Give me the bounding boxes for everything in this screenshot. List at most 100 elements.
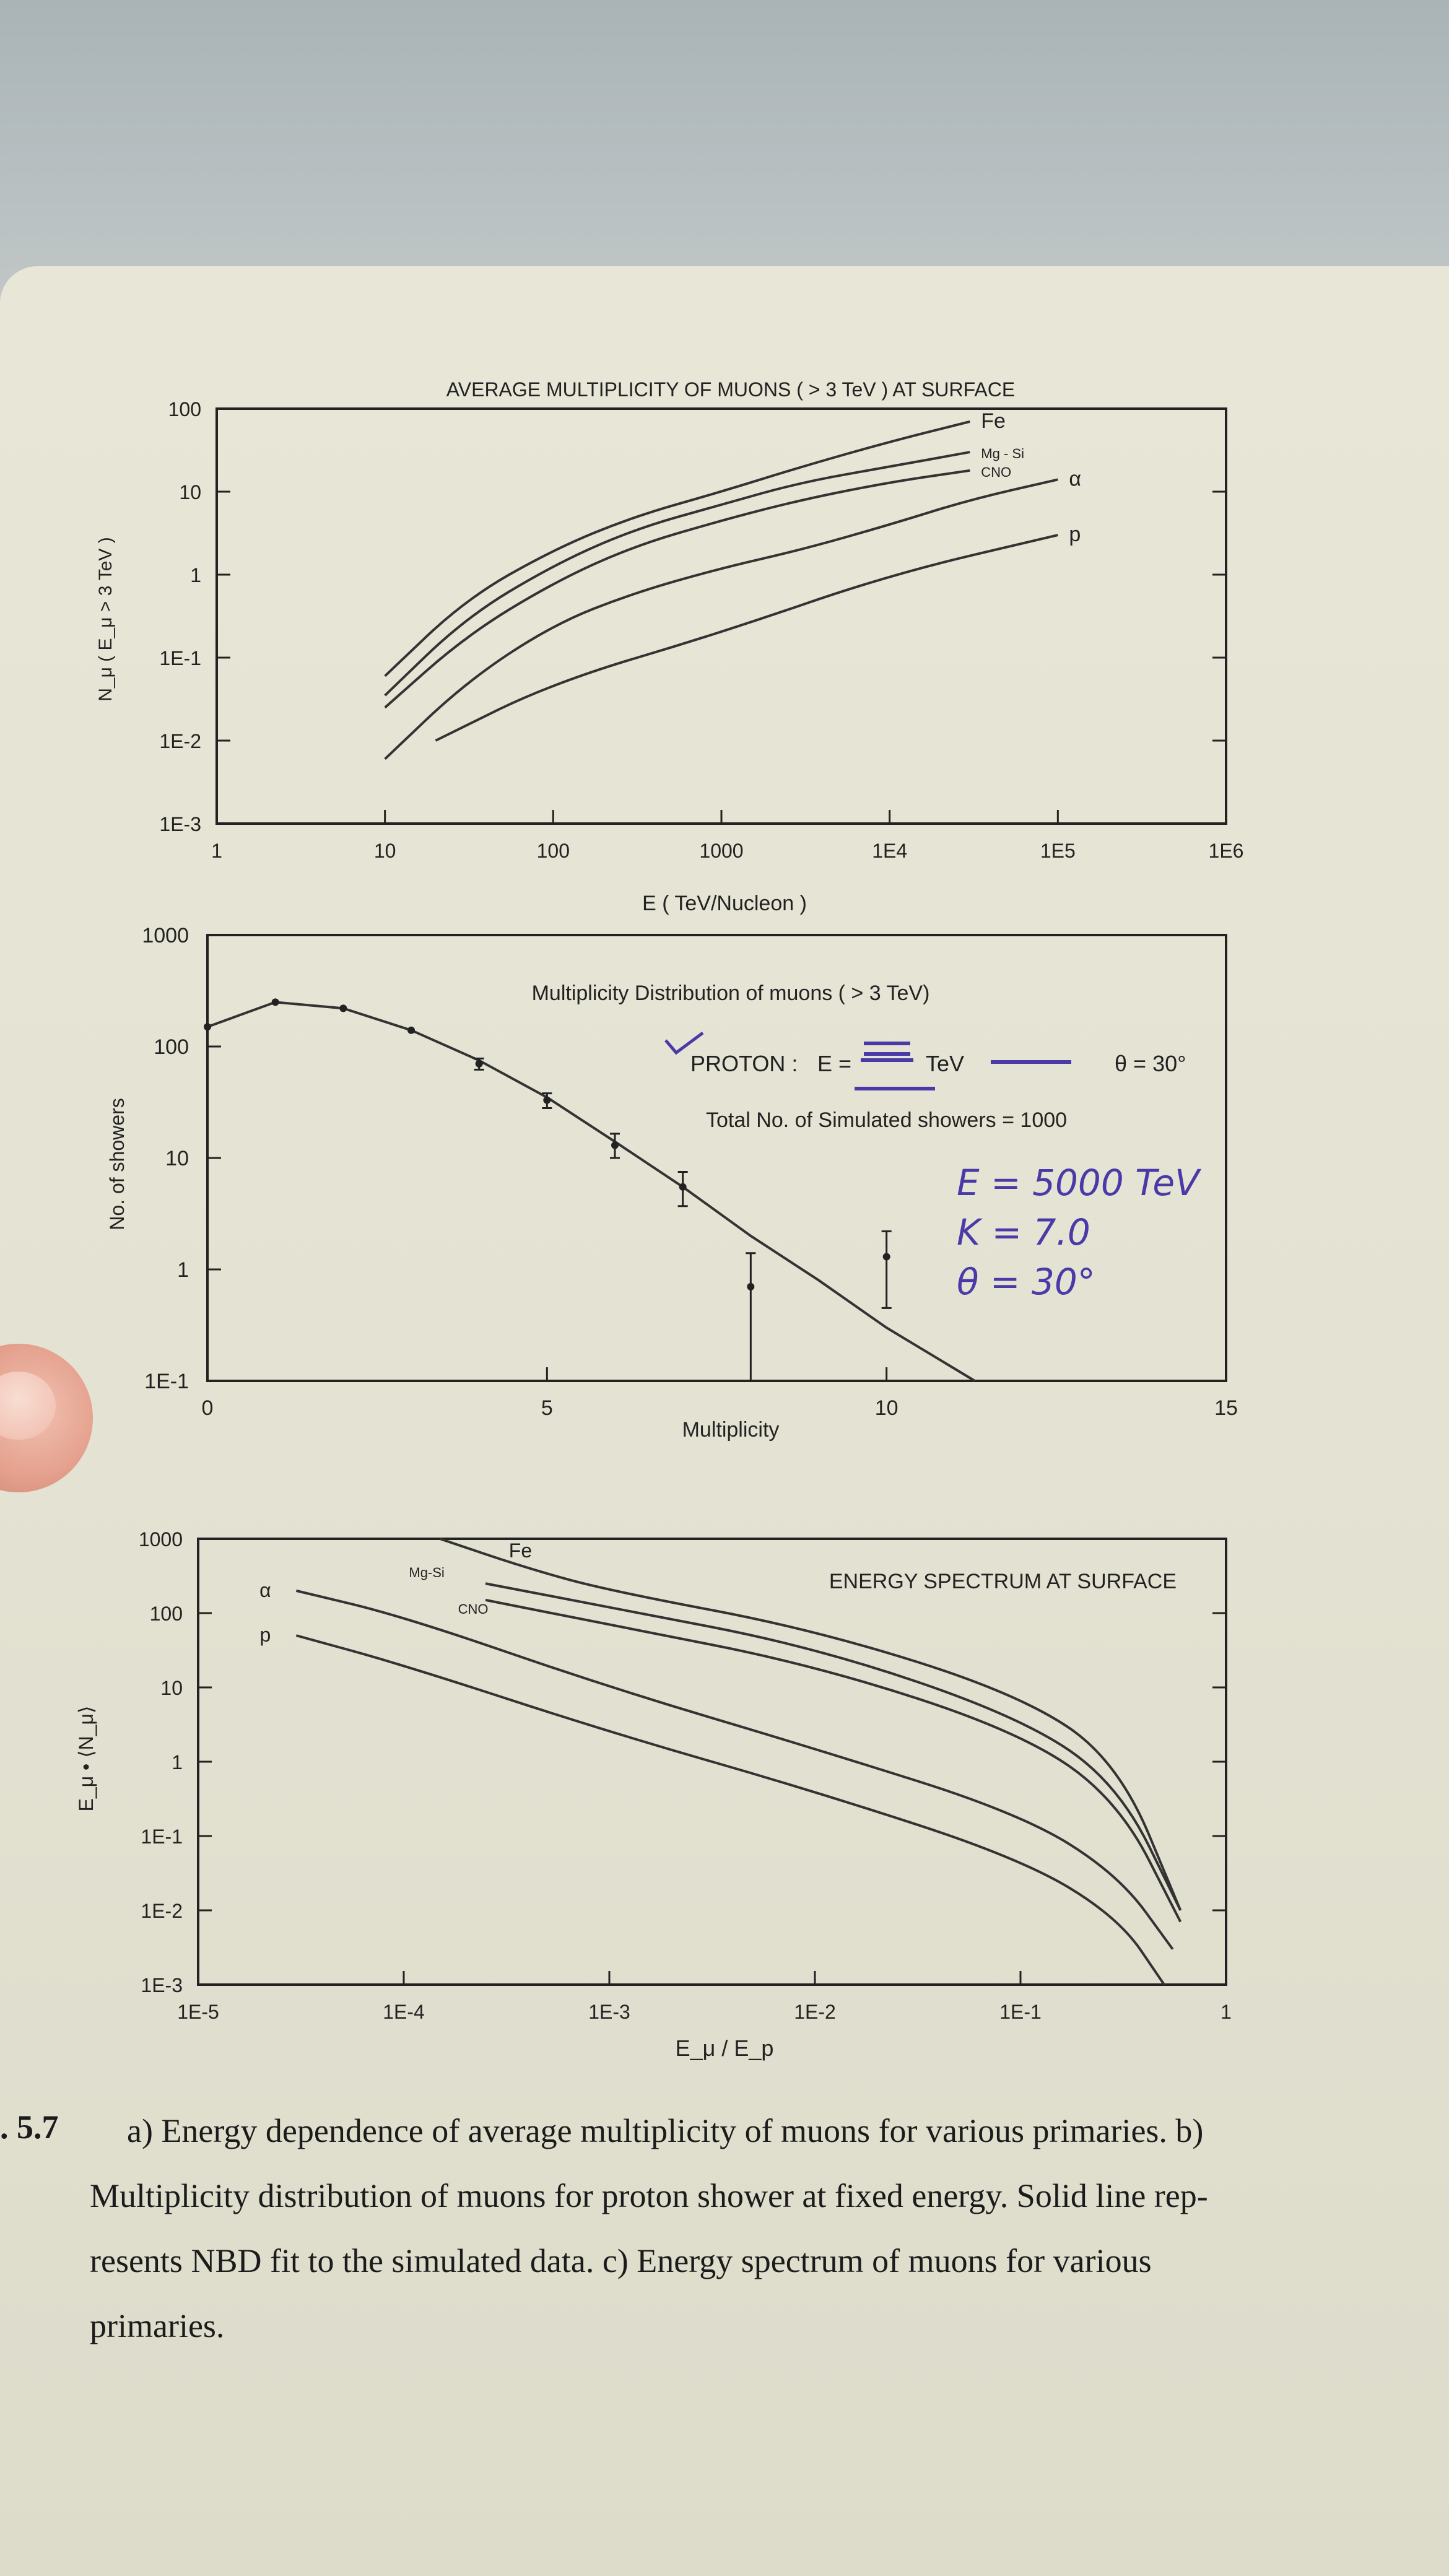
series-label: α — [259, 1579, 271, 1601]
series-curves: Fe Mg - Si CNO α p — [384, 409, 1081, 760]
x-tick-label: 1 — [1221, 2001, 1232, 2023]
y-tick-label: 1E-1 — [159, 647, 201, 669]
theta-label: θ = 30° — [1115, 1051, 1186, 1076]
axis-ticks: 0 5 10 15 1E-1 1 10 100 1000 — [142, 924, 1238, 1420]
caption-line: Multiplicity distribution of muons for p… — [90, 2177, 1208, 2214]
data-point — [747, 1282, 755, 1290]
check-mark — [664, 1031, 704, 1055]
caption-line: a) Energy dependence of average multipli… — [127, 2112, 1204, 2149]
data-point — [611, 1141, 619, 1149]
y-tick-label: 100 — [154, 1035, 189, 1059]
x-tick-label: 1E6 — [1209, 840, 1244, 862]
x-tick-label: 1E-4 — [383, 2001, 425, 2023]
y-tick-label: 10 — [165, 1147, 189, 1170]
x-tick-label: 100 — [537, 840, 570, 862]
nbd-fit-line — [207, 1001, 976, 1382]
y-tick-label: 1E-1 — [141, 1825, 183, 1848]
caption-line: primaries. — [90, 2307, 225, 2344]
x-tick-label: 1E-1 — [999, 2001, 1042, 2023]
handwritten-energy: E = 5000 TeV — [957, 1162, 1202, 1204]
series-line — [384, 451, 970, 697]
y-tick-label: 1E-3 — [141, 1974, 183, 1996]
series-line — [485, 1598, 1182, 1923]
data-point — [271, 998, 279, 1006]
y-tick-label: 1E-2 — [141, 1900, 183, 1922]
book-page — [0, 266, 1449, 2576]
y-tick-label: 10 — [160, 1677, 183, 1699]
x-tick-label: 10 — [875, 1396, 899, 1420]
x-tick-label: 15 — [1214, 1396, 1238, 1420]
y-tick-label: 1 — [190, 564, 201, 586]
y-tick-label: 1E-3 — [159, 813, 201, 835]
series-line — [384, 420, 970, 677]
y-tick-label: 1 — [177, 1258, 189, 1282]
series-line — [485, 1582, 1182, 1911]
axis-ticks: 1E-5 1E-4 1E-3 1E-2 1E-1 1 1E-3 1E-2 1E-1 1 10 100 1… — [139, 1528, 1232, 2023]
series-label: p — [260, 1624, 271, 1646]
chart-title: AVERAGE MULTIPLICITY OF MUONS ( > 3 TeV … — [446, 378, 1015, 401]
energy-label: E = — [817, 1051, 851, 1076]
series-label: p — [1069, 523, 1081, 546]
y-tick-label: 1E-2 — [159, 730, 201, 752]
series-line — [295, 1589, 1174, 1950]
series-label: Fe — [981, 409, 1006, 433]
y-axis-label: E_μ • ⟨N_μ⟩ — [75, 1706, 97, 1812]
proton-label: PROTON : — [690, 1051, 798, 1076]
energy-unit: TeV — [926, 1051, 964, 1076]
series-label: CNO — [981, 464, 1011, 480]
axis-ticks: 1 10 100 1000 1E4 1E5 1E6 1E-3 1E-2 1E-1 1 10 100 — [159, 398, 1243, 862]
series-label: Mg-Si — [409, 1565, 444, 1580]
chart-multiplicity-distribution: Multiplicity Distribution of muons ( > 3… — [106, 924, 1238, 1442]
data-point — [407, 1026, 415, 1034]
series-curves: Fe Mg-Si CNO α p — [259, 1538, 1182, 1986]
handwritten-k: K = 7.0 — [957, 1211, 1090, 1253]
figure-caption: . 5.7 a) Energy dependence of average mu… — [0, 2093, 1449, 2427]
y-tick-label: 100 — [168, 398, 201, 420]
data-point — [475, 1060, 483, 1068]
x-tick-label: 10 — [374, 840, 396, 862]
total-showers-label: Total No. of Simulated showers = 1000 — [706, 1108, 1067, 1132]
chart-title: Multiplicity Distribution of muons ( > 3… — [532, 981, 930, 1005]
data-point — [882, 1253, 890, 1261]
data-point — [204, 1023, 211, 1031]
chart-energy-spectrum: ENERGY SPECTRUM AT SURFACE E_μ / E_p E_μ… — [75, 1528, 1232, 2061]
x-tick-label: 1000 — [699, 840, 743, 862]
y-tick-label: 1000 — [142, 924, 189, 947]
series-line — [384, 469, 970, 709]
x-axis-label: E ( TeV/Nucleon ) — [642, 892, 807, 915]
figure-number: . 5.7 — [0, 2108, 59, 2146]
x-tick-label: 1E-3 — [588, 2001, 630, 2023]
series-label: CNO — [458, 1601, 489, 1617]
y-axis-label: No. of showers — [106, 1098, 128, 1230]
x-tick-label: 1E5 — [1040, 840, 1076, 862]
chart-title: ENERGY SPECTRUM AT SURFACE — [829, 1570, 1177, 1593]
y-tick-label: 100 — [150, 1603, 183, 1625]
series-label: α — [1069, 467, 1081, 490]
data-points — [204, 998, 976, 1382]
series-line — [295, 1634, 1165, 1986]
series-line — [384, 478, 1058, 760]
data-point — [339, 1004, 347, 1012]
chart-avg-multiplicity: AVERAGE MULTIPLICITY OF MUONS ( > 3 TeV … — [95, 378, 1243, 915]
series-line — [439, 1538, 1182, 1911]
y-tick-label: 10 — [179, 481, 201, 503]
caption-line: resents NBD fit to the simulated data. c… — [90, 2242, 1152, 2279]
series-label: Fe — [509, 1539, 532, 1562]
x-tick-label: 1E4 — [872, 840, 907, 862]
y-tick-label: 1 — [172, 1751, 183, 1773]
x-axis-label: E_μ / E_p — [676, 2035, 774, 2061]
data-point — [543, 1096, 551, 1104]
y-tick-label: 1E-1 — [144, 1370, 189, 1393]
x-tick-label: 1 — [211, 840, 222, 862]
y-axis-label: N_μ ( E_μ > 3 TeV ) — [95, 537, 116, 702]
x-tick-label: 1E-2 — [794, 2001, 836, 2023]
strike-marks — [855, 1042, 1071, 1090]
x-tick-label: 0 — [202, 1396, 214, 1420]
x-tick-label: 1E-5 — [177, 2001, 219, 2023]
series-line — [435, 534, 1058, 742]
y-tick-label: 1000 — [139, 1528, 183, 1551]
data-point — [679, 1183, 687, 1191]
handwritten-theta: θ = 30° — [957, 1261, 1095, 1303]
x-tick-label: 5 — [541, 1396, 553, 1420]
x-axis-label: Multiplicity — [682, 1418, 780, 1442]
